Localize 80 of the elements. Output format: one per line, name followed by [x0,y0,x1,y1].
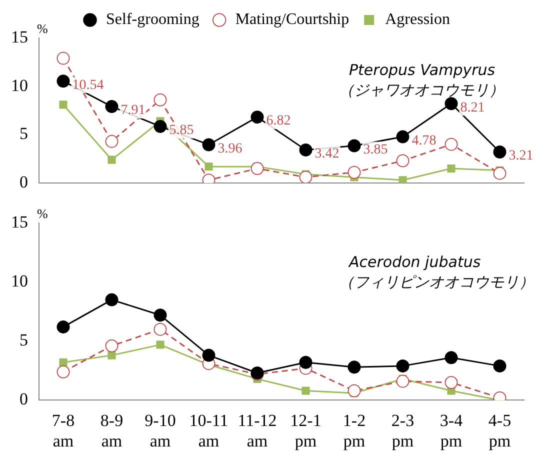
point [105,134,118,148]
point [105,100,118,114]
y-tick-label: 5 [20,330,28,350]
point [59,100,68,109]
point [396,359,410,372]
point [56,74,70,88]
y-tick-label: 0 [20,172,28,192]
point [105,339,118,352]
x-tick-label: 11-12 am [238,410,277,450]
data-label: 3.85 [363,142,388,158]
point [299,170,312,183]
x-tick-label: 1-2 pm [342,410,366,450]
annotation: （フィリピンオオコウモリ） [339,273,534,292]
point [444,138,458,151]
point [154,322,167,336]
data-label: 3.42 [314,146,340,162]
y-tick-label: 5 [20,124,28,144]
data-label: 3.21 [508,148,534,164]
point [154,308,167,322]
x-tick-label: 9-10 am [144,410,176,450]
x-tick-label: 2-3 pm [391,410,414,450]
point [444,351,458,364]
y-tick-label: 10 [11,272,28,291]
data-label: 6.82 [266,114,291,129]
data-label: 7.91 [120,103,146,118]
point [302,386,310,395]
point [444,376,458,389]
x-tick-label: 10-11 am [189,410,228,450]
point [59,358,68,366]
point [493,145,506,158]
point [348,139,361,152]
y-axis-title: % [37,20,48,36]
data-label: 8.21 [460,100,485,116]
annotation: （ジャワオオコウモリ） [339,80,504,99]
data-label: 5.85 [169,123,194,138]
x-tick-label: 4-5 pm [488,410,512,450]
x-tick-label: 7-8 am [52,410,75,450]
point [56,365,70,378]
annotation: Acerodon jubatus [348,253,481,272]
y-tick-label: 15 [11,212,28,232]
x-tick-label: 8-9 am [100,410,124,450]
y-axis-title: % [37,206,48,221]
point [154,93,167,106]
point [348,166,361,179]
point [56,320,70,334]
point [299,143,312,156]
point [250,162,264,175]
point [299,356,312,369]
x-tick-label: 3-4 pm [440,410,464,450]
point [202,138,216,152]
x-tick-label: 12-1 pm [290,410,322,450]
data-label: 10.54 [72,78,104,93]
point [105,293,118,306]
data-label: 3.96 [218,141,242,156]
point [202,348,216,362]
point [348,360,361,374]
point [396,130,410,144]
legend-label: Agression [385,11,450,28]
point [154,120,167,133]
data-label: 4.78 [412,133,436,148]
y-tick-label: 10 [11,76,28,95]
point [108,351,116,360]
annotation: Pteropus Vampyrus [349,60,496,79]
point [396,374,410,388]
legend-label: Self-grooming [106,11,200,28]
point [348,384,361,398]
point [398,176,407,183]
point [156,340,164,349]
point [444,97,458,110]
point [204,162,213,171]
point [56,52,70,65]
legend-label: Mating/Courtship [235,11,350,28]
point [447,164,456,173]
point [493,166,506,180]
point [493,359,506,372]
point [396,154,410,168]
point [250,110,264,124]
y-tick-label: 0 [20,390,28,409]
point [108,156,116,164]
y-tick-label: 15 [11,27,28,46]
